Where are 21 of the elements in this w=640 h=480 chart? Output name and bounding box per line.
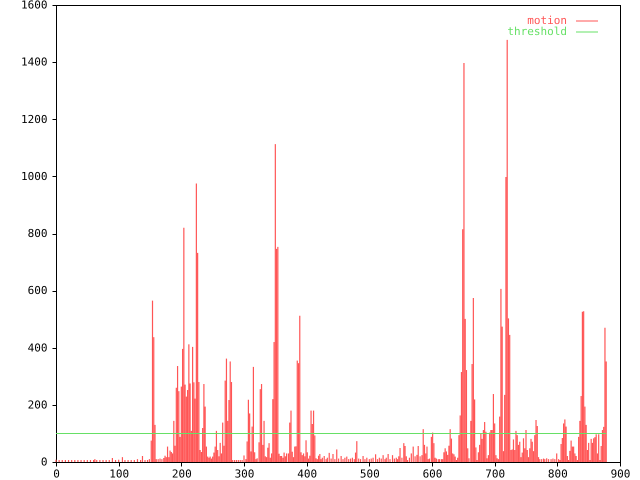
- y-tick-label: 0: [40, 456, 48, 468]
- x-tick-label: 0: [53, 468, 60, 480]
- legend-label: motion: [527, 14, 567, 27]
- x-tick-label: 100: [109, 468, 130, 480]
- x-tick-label: 700: [485, 468, 506, 480]
- x-tick-label: 200: [172, 468, 192, 480]
- x-tick-label: 300: [234, 468, 254, 480]
- y-tick-label: 1000: [21, 170, 48, 183]
- y-tick-label: 200: [28, 398, 48, 412]
- y-tick-label: 800: [28, 227, 48, 240]
- y-tick-label: 600: [28, 284, 48, 298]
- x-tick-label: 600: [422, 468, 442, 480]
- x-tick-label: 500: [360, 468, 380, 480]
- y-tick-label: 1200: [21, 112, 48, 126]
- y-tick-label: 1600: [21, 0, 48, 12]
- x-tick-label: 900: [610, 468, 630, 480]
- legend-label: threshold: [507, 25, 567, 38]
- y-tick-label: 1400: [21, 56, 48, 69]
- x-tick-label: 800: [548, 468, 568, 480]
- y-tick-label: 400: [28, 341, 48, 354]
- x-tick-label: 400: [297, 468, 318, 480]
